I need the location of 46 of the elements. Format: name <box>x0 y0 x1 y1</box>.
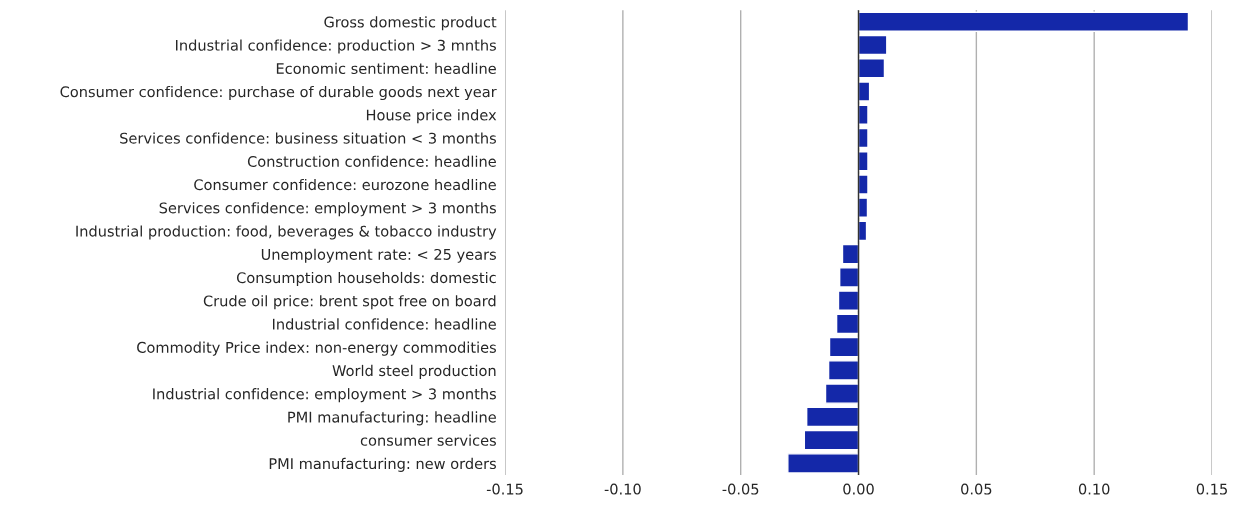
y-tick-label: PMI manufacturing: headline <box>288 411 496 426</box>
bar <box>857 174 869 195</box>
y-tick-label: Industrial confidence: headline <box>272 318 496 330</box>
y-tick-label: Consumer confidence: eurozone headline <box>194 178 496 191</box>
bar <box>805 406 860 428</box>
x-tick-label: -0.05 <box>722 483 759 495</box>
bar <box>857 197 869 218</box>
bar <box>857 127 869 149</box>
y-tick-label: Industrial confidence: employment > 3 months <box>153 388 496 403</box>
bar <box>857 81 871 102</box>
y-tick-label: House price index <box>366 109 497 124</box>
bar <box>827 360 860 381</box>
x-tick-label: -0.15 <box>486 483 523 495</box>
y-tick-label: World steel production <box>332 364 496 379</box>
y-tick-label: PMI manufacturing: new orders <box>269 457 496 472</box>
y-tick-label: Gross domestic product <box>324 16 497 31</box>
bar <box>857 34 888 56</box>
y-tick-label: Unemployment rate: < 25 years <box>261 248 496 263</box>
bar <box>837 290 860 311</box>
y-tick-label: Services confidence: employment > 3 months <box>159 202 496 217</box>
x-tick-label: 0.10 <box>1078 483 1110 495</box>
y-tick-label: Industrial confidence: production > 3 mnths <box>176 39 496 54</box>
bar <box>828 336 860 358</box>
x-tick-label: -0.10 <box>604 483 641 495</box>
y-tick-label: Commodity Price index: non-energy commodities <box>137 341 496 356</box>
y-tick-label: Crude oil price: brent spot free on board <box>203 295 496 310</box>
y-tick-label: Industrial production: food, beverages & tobacco industry <box>76 225 497 240</box>
bar <box>857 104 869 125</box>
y-tick-label: Services confidence: business situation < 3 months <box>120 132 496 144</box>
y-tick-label: Consumption households: domestic <box>236 271 496 286</box>
bar <box>803 429 860 451</box>
bar <box>838 267 860 288</box>
bar <box>857 58 886 79</box>
y-tick-label: Consumer confidence: purchase of durable goods next year <box>60 85 497 101</box>
bar <box>835 313 860 335</box>
bar <box>824 383 860 404</box>
bar <box>857 11 1190 33</box>
x-tick-label: 0.00 <box>843 483 874 495</box>
y-tick-label: Economic sentiment: headline <box>276 62 496 75</box>
x-tick-label: 0.15 <box>1196 483 1227 495</box>
y-tick-label: Construction confidence: headline <box>247 155 496 167</box>
bar <box>787 453 860 474</box>
x-tick-label: 0.05 <box>961 483 992 495</box>
bar <box>857 151 869 172</box>
y-tick-label: consumer services <box>360 434 496 446</box>
bar <box>841 243 860 265</box>
